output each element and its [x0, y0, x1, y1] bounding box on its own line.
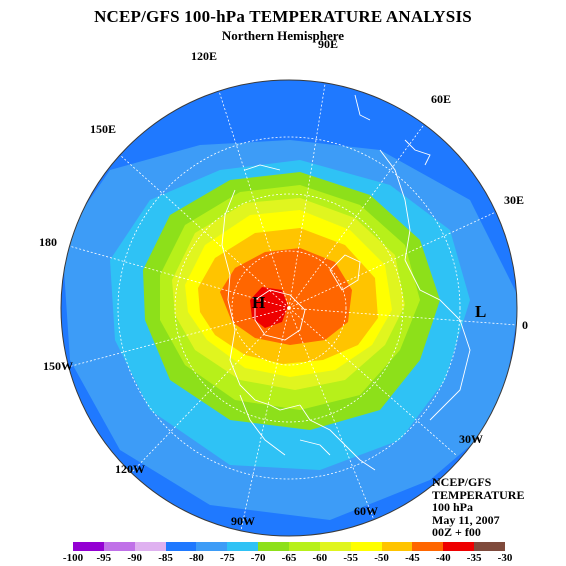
legend-tick-label: -65: [281, 552, 297, 564]
info-line-date: May 11, 2007: [432, 512, 500, 527]
page-title: NCEP/GFS 100-hPa TEMPERATURE ANALYSIS: [94, 7, 472, 26]
legend-swatch: [381, 542, 413, 551]
longitude-label-120w: 120W: [115, 462, 145, 476]
legend-swatch: [474, 542, 506, 551]
legend-swatch: [412, 542, 444, 551]
longitude-label-90w: 90W: [231, 514, 255, 528]
longitude-label-0: 0: [522, 318, 528, 332]
legend-swatch: [103, 542, 135, 551]
longitude-label-180: 180: [39, 235, 57, 249]
legend-swatch: [258, 542, 290, 551]
legend-tick-label: -60: [312, 552, 328, 564]
longitude-label-90e: 90E: [318, 37, 339, 51]
legend-swatch: [350, 542, 382, 551]
legend-swatch: [165, 542, 197, 551]
legend-tick-label: -70: [250, 552, 266, 564]
legend-tick-label: -75: [219, 552, 235, 564]
longitude-label-60w: 60W: [354, 504, 378, 518]
legend-swatch: [289, 542, 320, 551]
page-subtitle: Northern Hemisphere: [221, 28, 345, 43]
info-line-field: TEMPERATURE: [432, 487, 525, 502]
legend-tick-label: -40: [435, 552, 451, 564]
color-legend-bar: [73, 542, 506, 551]
legend-tick-label: -35: [466, 552, 482, 564]
legend-tick-label: -85: [158, 552, 173, 564]
low-center-marker: L: [475, 302, 487, 321]
legend-tick-label: -50: [374, 552, 389, 564]
coastlines: [221, 94, 471, 471]
info-line-model: NCEP/GFS: [432, 475, 492, 489]
legend-tick-label: -80: [189, 552, 204, 564]
legend-tick-label: -30: [497, 552, 513, 564]
longitude-label-120e: 120E: [191, 49, 218, 63]
band-minus45: [220, 248, 352, 345]
map-boundary: [60, 79, 518, 537]
legend-swatch: [443, 542, 475, 551]
legend-tick-label: -55: [343, 552, 359, 564]
info-line-cycle: 00Z + f00: [432, 525, 481, 539]
legend-swatch: [134, 542, 166, 551]
color-legend-ticks: -100 -95 -90 -85 -80 -75 -70 -65 -60 -55 -50 -45 -40…: [0, 552, 566, 566]
longitude-label-30w: 30W: [459, 432, 483, 446]
legend-swatch: [73, 542, 104, 551]
graticule: [61, 80, 517, 536]
high-center-marker: H: [252, 293, 266, 312]
legend-tick-label: -90: [127, 552, 143, 564]
legend-tick-label: -95: [96, 552, 112, 564]
info-line-level: 100 hPa: [432, 500, 474, 514]
longitude-label-60e: 60E: [431, 92, 452, 106]
legend-swatch: [196, 542, 228, 551]
legend-tick-label: -100: [62, 552, 84, 564]
longitude-label-150e: 150E: [90, 122, 117, 136]
info-block: NCEP/GFS TEMPERATURE 100 hPa May 11, 200…: [432, 476, 524, 539]
longitude-label-30e: 30E: [504, 193, 525, 207]
legend-swatch: [227, 542, 259, 551]
legend-swatch: [319, 542, 351, 551]
legend-tick-label: -45: [405, 552, 420, 564]
longitude-label-150w: 150W: [43, 359, 73, 373]
